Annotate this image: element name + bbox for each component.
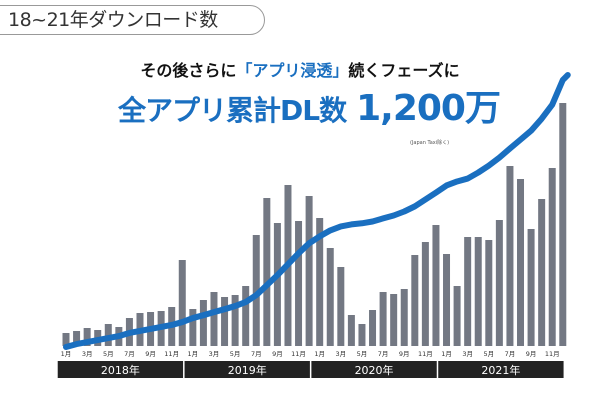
month-label: 5月 <box>483 350 494 358</box>
bar <box>464 237 472 346</box>
bar <box>337 267 345 346</box>
bar <box>390 294 398 346</box>
bar <box>104 324 112 346</box>
bar <box>189 309 197 346</box>
month-label: 9月 <box>272 350 283 358</box>
headline-subtitle: その後さらに「アプリ浸透」続くフェーズに <box>0 61 600 81</box>
month-label: 11月 <box>418 350 433 358</box>
cumulative-line <box>63 72 571 350</box>
month-label: 3月 <box>82 350 93 358</box>
footnote: (Japan Taxi除く) <box>410 140 450 146</box>
month-label: 7月 <box>505 350 516 358</box>
bar <box>506 166 514 346</box>
month-label: 5月 <box>230 350 241 358</box>
bar <box>263 198 271 346</box>
month-label: 1月 <box>314 350 325 358</box>
bar <box>369 310 377 346</box>
month-label: 5月 <box>103 350 114 358</box>
bar <box>559 103 567 346</box>
month-label: 3月 <box>209 350 220 358</box>
month-label: 5月 <box>357 350 368 358</box>
bar <box>548 168 556 346</box>
bar <box>538 199 546 346</box>
bar <box>474 237 482 346</box>
total-value: 1,200万 <box>356 88 501 129</box>
year-label: 2020年 <box>355 363 394 377</box>
subtitle-pre: その後さらに <box>140 61 237 80</box>
bar <box>221 297 229 346</box>
bar <box>73 331 81 346</box>
bar <box>453 286 461 346</box>
subtitle-highlight: 「アプリ浸透」 <box>236 61 349 80</box>
month-label: 7月 <box>251 350 262 358</box>
total-label: 全アプリ累計DL数 <box>118 94 347 127</box>
bar <box>400 289 408 346</box>
year-band <box>438 361 564 378</box>
bar <box>231 295 239 346</box>
month-label: 7月 <box>378 350 389 358</box>
bar <box>295 221 303 346</box>
bar <box>517 179 525 346</box>
month-label: 11月 <box>545 350 560 358</box>
year-band <box>311 361 437 378</box>
bar <box>210 292 218 346</box>
month-label: 11月 <box>291 350 306 358</box>
bar <box>326 248 334 346</box>
month-label: 7月 <box>124 350 135 358</box>
month-label: 9月 <box>145 350 156 358</box>
bar <box>62 333 70 346</box>
bar <box>421 242 429 346</box>
month-label: 1月 <box>61 350 72 358</box>
bar <box>485 240 493 346</box>
bar <box>527 229 535 346</box>
year-band <box>184 361 310 378</box>
bar <box>358 324 366 346</box>
section-header-pill: 18~21年ダウンロード数 <box>0 5 265 35</box>
bar <box>305 196 313 346</box>
subtitle-post: 続くフェーズに <box>348 61 460 80</box>
bar <box>347 315 355 346</box>
bar <box>443 254 451 346</box>
month-label: 9月 <box>399 350 410 358</box>
headline-total: 全アプリ累計DL数 1,200万 <box>118 88 501 129</box>
bar <box>432 225 440 346</box>
month-label: 9月 <box>526 350 537 358</box>
month-label: 1月 <box>441 350 452 358</box>
bar <box>83 328 91 346</box>
year-band <box>57 361 184 378</box>
section-title: 18~21年ダウンロード数 <box>8 9 218 31</box>
month-label: 3月 <box>335 350 346 358</box>
bar <box>199 300 207 346</box>
bar <box>252 235 260 346</box>
month-label: 11月 <box>164 350 179 358</box>
year-label: 2018年 <box>101 363 140 377</box>
bar <box>379 292 387 346</box>
month-label: 1月 <box>188 350 199 358</box>
bar <box>178 260 186 346</box>
bar <box>316 218 324 346</box>
year-label: 2019年 <box>228 363 267 377</box>
bar <box>495 220 503 346</box>
bar <box>242 286 250 346</box>
bar <box>273 223 281 346</box>
month-label: 3月 <box>462 350 473 358</box>
bar <box>411 255 419 346</box>
year-label: 2021年 <box>481 363 520 377</box>
